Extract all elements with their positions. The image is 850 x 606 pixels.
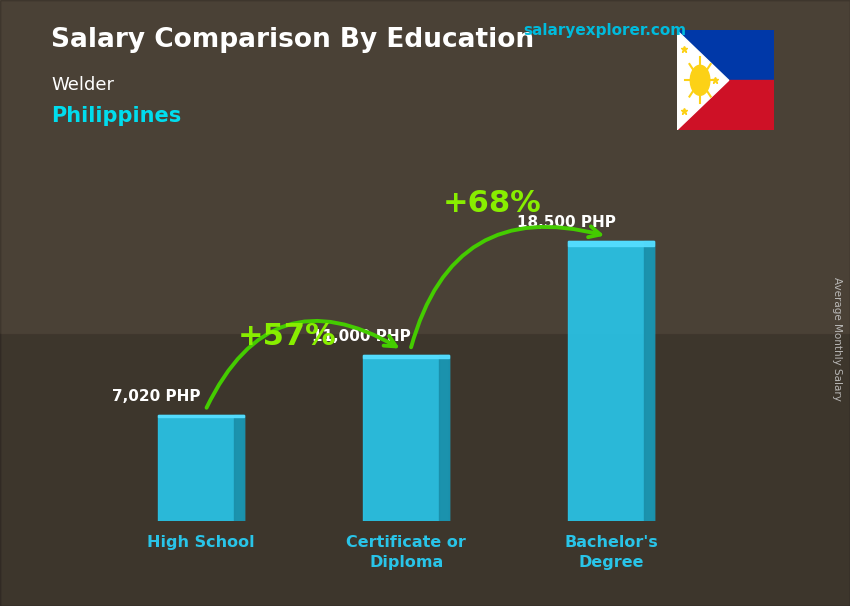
Bar [568, 241, 654, 521]
Bar [158, 415, 244, 417]
Bar [363, 355, 450, 358]
Text: Philippines: Philippines [51, 106, 181, 126]
Text: Welder: Welder [51, 76, 114, 94]
Bar [677, 80, 774, 130]
Circle shape [690, 65, 710, 95]
Text: salaryexplorer.com: salaryexplorer.com [523, 23, 686, 38]
Text: 7,020 PHP: 7,020 PHP [112, 389, 201, 404]
Bar [677, 30, 774, 80]
Bar [363, 355, 450, 521]
Bar [158, 415, 244, 521]
Text: 18,500 PHP: 18,500 PHP [517, 215, 615, 230]
Bar [439, 355, 450, 521]
Bar [644, 241, 654, 521]
Bar [0, 333, 850, 606]
Bar [568, 241, 654, 246]
Text: Salary Comparison By Education: Salary Comparison By Education [51, 27, 534, 53]
Text: +68%: +68% [443, 188, 541, 218]
Bar [0, 0, 850, 333]
Text: 11,000 PHP: 11,000 PHP [312, 329, 411, 344]
Polygon shape [677, 30, 728, 130]
Bar [234, 415, 244, 521]
Text: +57%: +57% [238, 322, 337, 350]
Text: Average Monthly Salary: Average Monthly Salary [832, 278, 842, 401]
